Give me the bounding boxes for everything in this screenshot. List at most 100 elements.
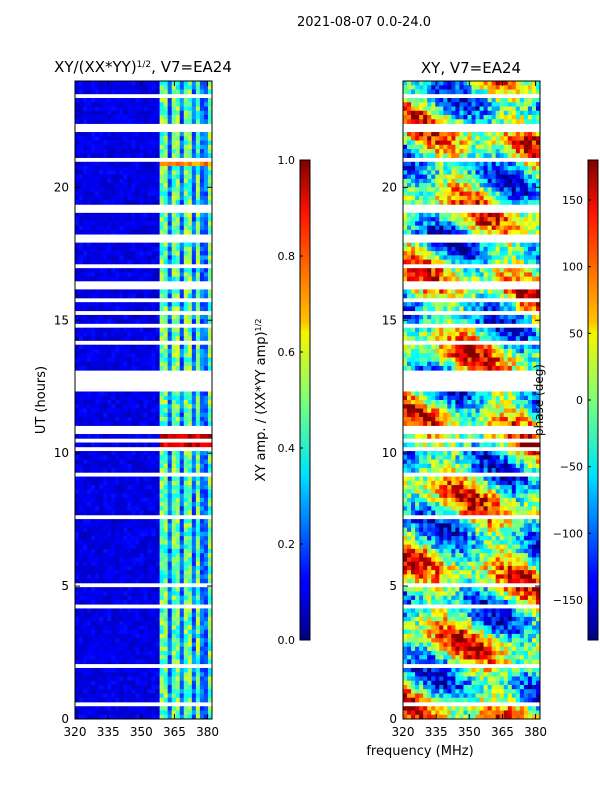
heatmap-cell [103,98,108,103]
heatmap-cell [99,153,104,158]
heatmap-cell [95,531,100,537]
heatmap-cell [83,153,88,158]
heatmap-cell [507,140,513,146]
heatmap-cell [115,183,120,188]
heatmap-cell [91,319,96,324]
heatmap-cell [79,268,84,273]
heatmap-cell [83,531,88,537]
heatmap-cell [135,523,140,528]
heatmap-cell [419,178,424,184]
heatmap-cell [127,251,132,256]
heatmap-cell [95,302,100,307]
heatmap-cell [147,149,152,154]
heatmap-cell [103,191,108,197]
heatmap-cell [111,544,116,550]
heatmap-cell [167,578,173,584]
heatmap-cell [115,217,120,222]
heatmap-cell [439,149,444,154]
heatmap-cell [467,153,472,158]
heatmap-cell [203,149,209,154]
heatmap-cell [171,225,177,231]
heatmap-cell [479,144,484,150]
heatmap-cell [143,459,148,465]
heatmap-cell [199,404,205,409]
heatmap-cell [111,659,116,665]
heatmap-cell [91,178,96,184]
heatmap-cell [179,587,185,592]
heatmap-cell [119,553,124,558]
heatmap-cell [111,676,116,682]
heatmap-cell [191,153,197,158]
heatmap-cell [163,144,169,150]
heatmap-cell [147,85,152,90]
heatmap-cell [191,187,197,192]
heatmap-cell [127,166,132,171]
heatmap-cell [83,502,88,507]
heatmap-cell [403,115,408,120]
heatmap-cell [91,417,96,422]
heatmap-cell [531,178,537,184]
heatmap-cell [207,459,212,465]
heatmap-cell [99,336,104,341]
heatmap-cell [523,85,529,90]
heatmap-cell [103,608,108,614]
heatmap-cell [103,693,108,699]
heatmap-cell [203,434,209,439]
heatmap-cell [511,110,517,116]
heatmap-cell [147,485,152,490]
heatmap-cell [195,536,201,541]
heatmap-cell [131,523,136,528]
heatmap-cell [99,174,104,180]
heatmap-cell [183,578,189,584]
heatmap-cell [195,476,201,482]
heatmap-cell [167,404,173,409]
heatmap-cell [167,391,173,397]
heatmap-cell [151,293,156,299]
heatmap-cell [99,132,104,137]
heatmap-cell [523,102,529,107]
heatmap-cell [83,212,88,218]
heatmap-cell [119,476,124,482]
heatmap-cell [119,561,124,567]
heatmap-cell [123,680,128,686]
heatmap-cell [403,89,408,95]
heatmap-cell [127,412,132,418]
heatmap-cell [143,638,148,643]
heatmap-cell [91,242,96,248]
heatmap-cell [163,476,169,482]
heatmap-cell [99,404,104,409]
heatmap-cell [155,642,161,648]
heatmap-cell [471,187,476,192]
heatmap-cell [79,676,84,682]
heatmap-cell [163,638,169,643]
heatmap-cell [135,106,140,112]
heatmap-cell [467,115,472,120]
heatmap-cell [127,459,132,465]
heatmap-cell [151,268,156,273]
heatmap-cell [199,527,205,533]
heatmap-cell [175,536,181,541]
heatmap-cell [187,621,193,626]
heatmap-cell [499,98,505,103]
heatmap-cell [475,174,480,180]
heatmap-cell [203,540,209,546]
heatmap-cell [171,672,177,677]
heatmap-cell [151,395,156,401]
heatmap-cell [79,531,84,537]
heatmap-cell [187,672,193,677]
heatmap-cell [151,595,156,601]
heatmap-cell [191,251,197,256]
heatmap-cell [107,574,112,580]
heatmap-cell [131,633,136,639]
heatmap-cell [203,119,209,124]
heatmap-cell [91,85,96,90]
heatmap-cell [79,170,84,175]
heatmap-cell [79,485,84,490]
heatmap-cell [187,480,193,486]
heatmap-cell [175,331,181,337]
heatmap-cell [191,489,197,494]
heatmap-cell [107,136,112,141]
heatmap-cell [419,85,424,90]
heatmap-cell [163,714,169,719]
heatmap-cell [83,638,88,643]
